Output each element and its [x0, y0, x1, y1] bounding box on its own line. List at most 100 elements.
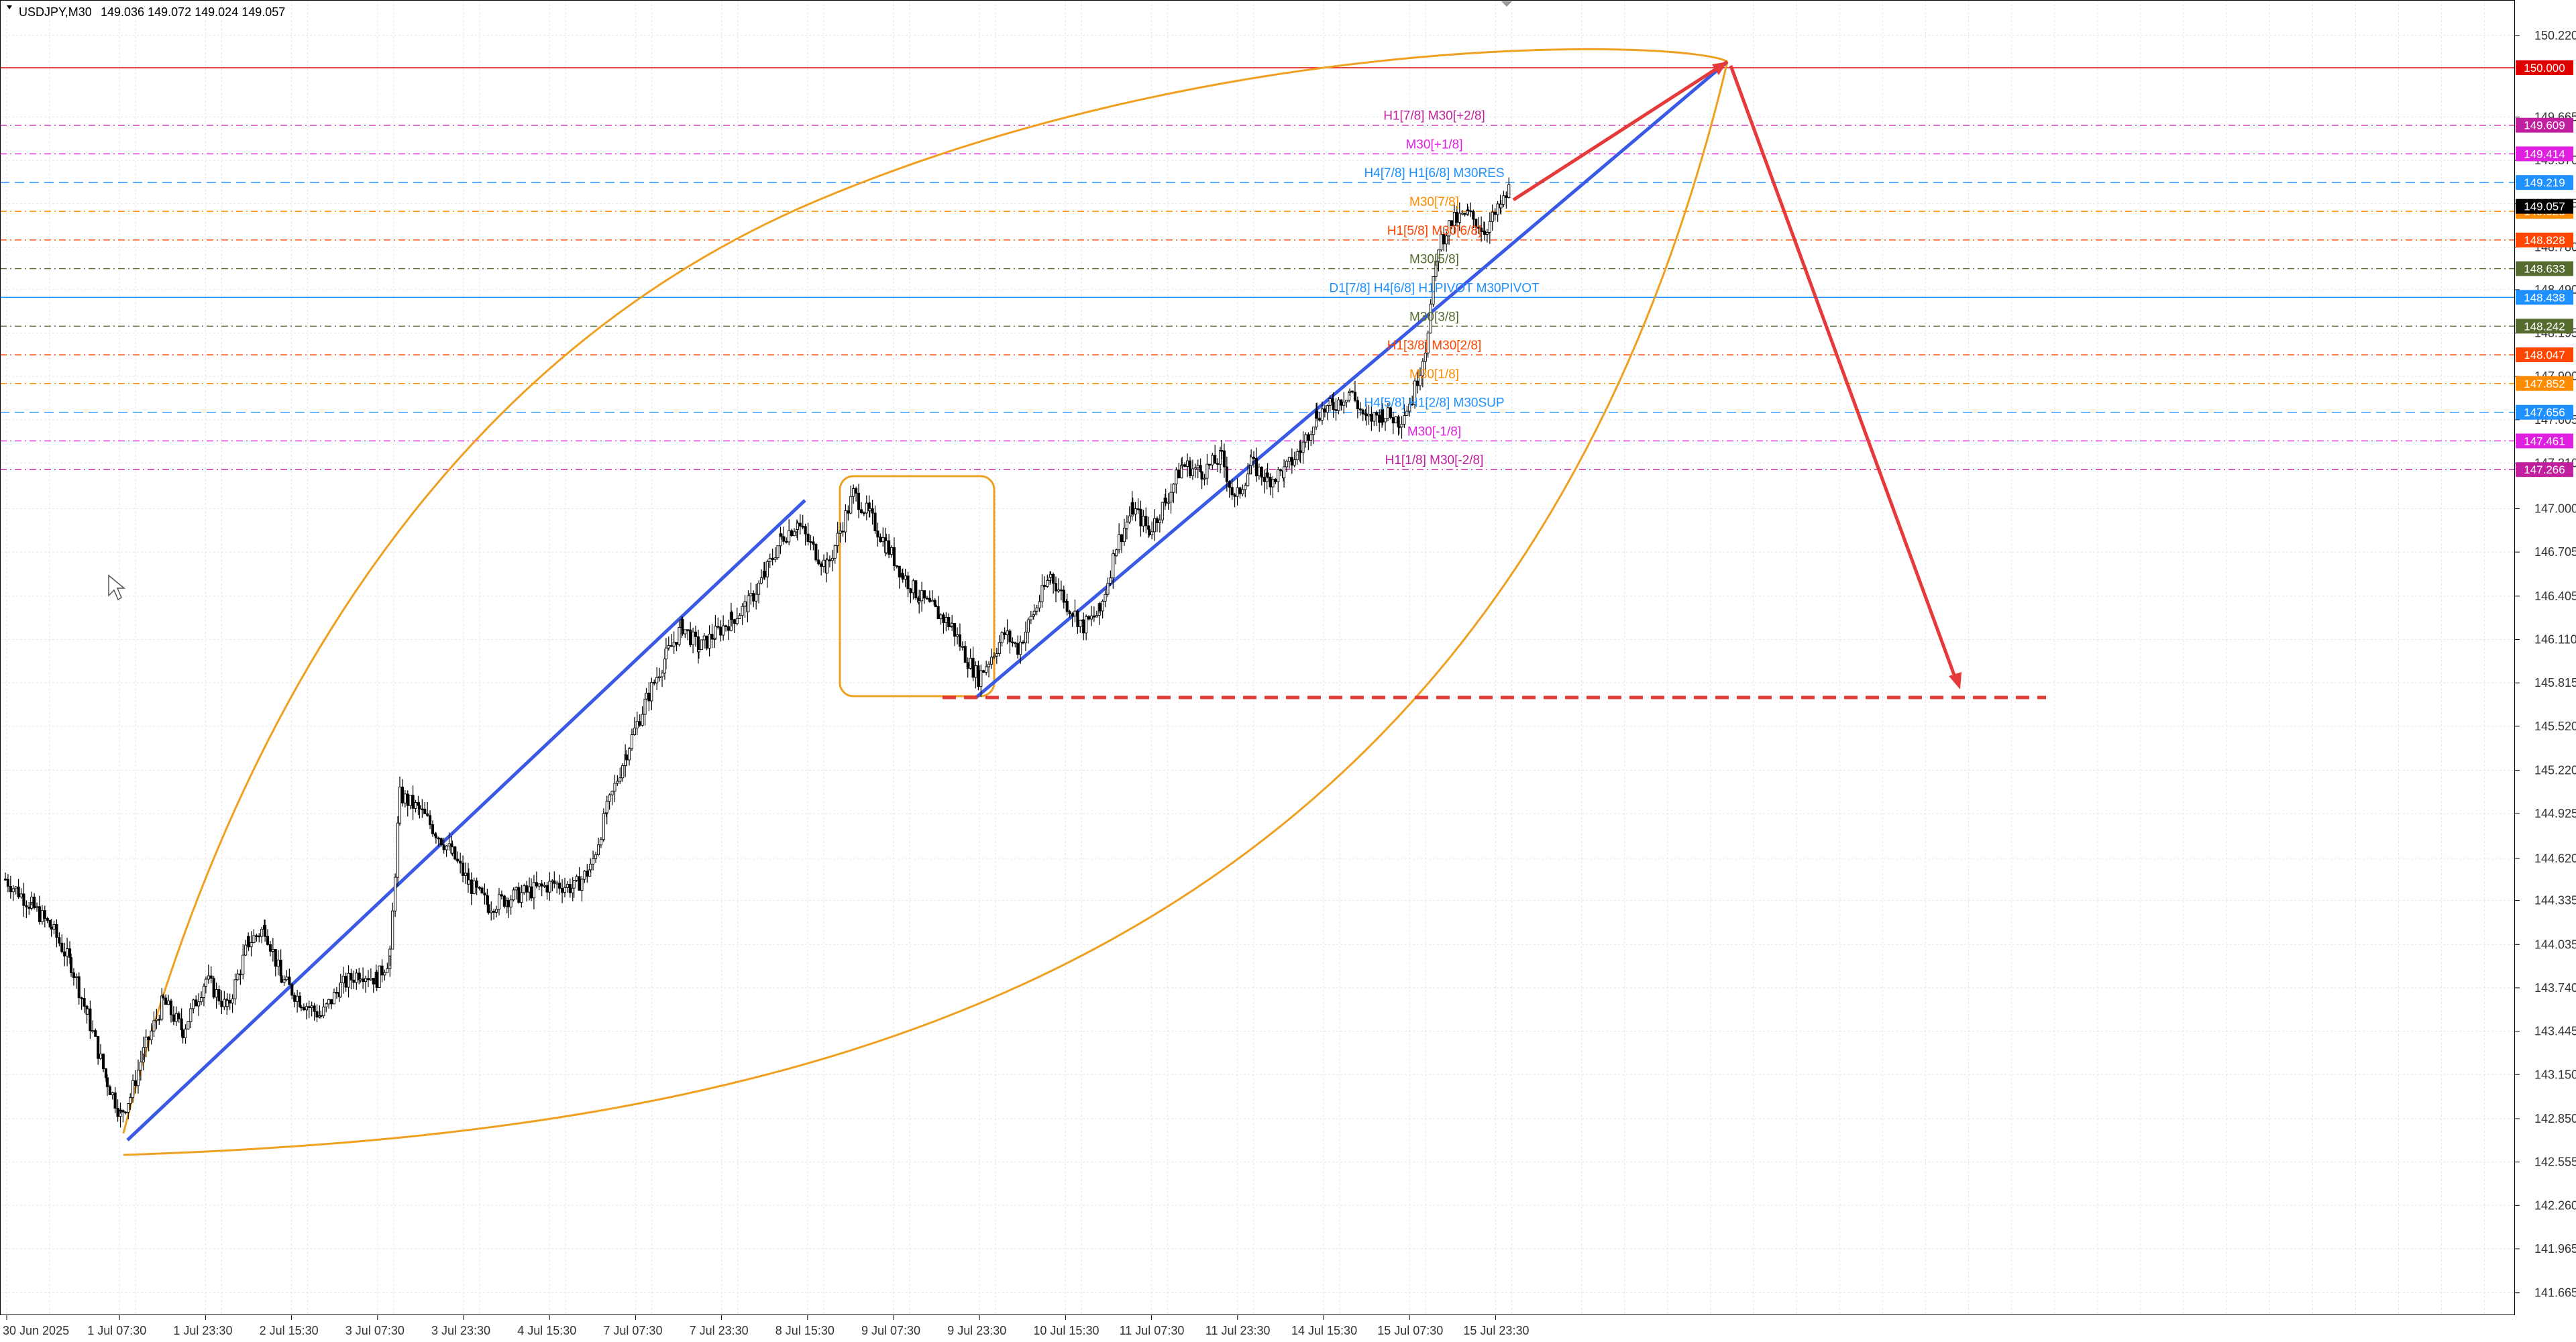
level-annotation: H4[7/8] H1[6/8] M30RES	[1364, 166, 1504, 180]
candle-body	[53, 924, 55, 929]
candle-body	[1087, 616, 1089, 619]
candle-body	[1197, 465, 1199, 468]
candle-body	[313, 1006, 315, 1011]
candle-body	[572, 888, 574, 893]
candle-body	[1057, 590, 1059, 591]
candle-body	[109, 1086, 111, 1095]
candle-body	[87, 1009, 89, 1014]
candle-body	[1321, 409, 1323, 421]
candle-body	[378, 966, 380, 987]
candle-body	[885, 541, 888, 553]
candle-body	[1219, 450, 1221, 464]
candle-body	[928, 598, 930, 602]
candle-body	[1424, 353, 1426, 361]
candle-body	[1379, 415, 1381, 423]
candle-body	[1167, 502, 1169, 504]
candle-body	[1467, 210, 1469, 211]
y-tick-label: 142.555	[2534, 1156, 2576, 1169]
candle-body	[1299, 451, 1301, 453]
level-annotation: D1[7/8] H4[6/8] H1PIVOT M30PIVOT	[1329, 281, 1540, 295]
candle-body	[50, 927, 52, 929]
candle-body	[1398, 427, 1400, 428]
candle-body	[431, 825, 433, 834]
candle-body	[869, 508, 871, 510]
candle-body	[750, 594, 752, 596]
candle-body	[948, 618, 950, 627]
candle-body	[741, 606, 743, 616]
candle-body	[1272, 479, 1274, 487]
candle-body	[239, 974, 241, 975]
candle-body	[847, 511, 849, 514]
candle-body	[1368, 414, 1370, 416]
candle-body	[1120, 535, 1122, 541]
candle-body	[9, 886, 11, 891]
candle-body	[1280, 469, 1282, 471]
x-tick-label: 11 Jul 07:30	[1120, 1324, 1185, 1337]
x-tick-label: 15 Jul 07:30	[1377, 1324, 1443, 1337]
candle-body	[328, 999, 330, 1004]
candle-body	[1316, 411, 1318, 418]
candle-body	[1247, 474, 1249, 486]
candle-body	[1060, 590, 1062, 591]
candle-body	[1470, 211, 1472, 212]
candle-body	[1145, 516, 1147, 526]
candle-body	[198, 1002, 200, 1006]
candle-body	[261, 930, 263, 936]
candle-body	[717, 626, 719, 628]
candle-body	[708, 634, 710, 649]
candle-body	[175, 1013, 177, 1021]
candle-body	[122, 1111, 124, 1112]
candle-body	[896, 565, 898, 567]
candle-body	[291, 985, 293, 995]
candle-body	[837, 533, 839, 546]
candle-body	[1293, 460, 1295, 465]
candle-body	[834, 546, 836, 559]
candle-body	[203, 986, 205, 997]
candle-body	[648, 693, 650, 701]
candle-body	[1085, 616, 1087, 633]
candle-body	[1104, 594, 1106, 601]
price-tag-label: 147.266	[2524, 463, 2565, 476]
candle-body	[1343, 402, 1345, 405]
candle-body	[1403, 415, 1405, 424]
candle-body	[1228, 482, 1230, 488]
candle-body	[1017, 643, 1019, 655]
candle-body	[1376, 412, 1378, 415]
candle-body	[692, 632, 694, 645]
candle-body	[409, 795, 411, 805]
candle-body	[1036, 608, 1038, 611]
candle-body	[1027, 620, 1029, 632]
x-tick-label: 8 Jul 15:30	[775, 1324, 835, 1337]
candle-body	[1346, 400, 1348, 402]
candle-body	[1329, 398, 1331, 405]
candle-body	[818, 560, 820, 564]
candle-body	[1365, 414, 1367, 416]
candle-body	[44, 911, 46, 919]
price-tag-label: 148.438	[2524, 291, 2565, 304]
candle-body	[1132, 502, 1134, 514]
candle-body	[594, 854, 596, 858]
candle-body	[581, 879, 583, 891]
candle-body	[639, 722, 641, 726]
candle-body	[68, 949, 70, 958]
x-tick-label: 15 Jul 23:30	[1463, 1324, 1529, 1337]
candle-body	[850, 496, 852, 513]
candle-body	[333, 992, 335, 1003]
candle-body	[714, 626, 716, 638]
candle-body	[234, 980, 236, 999]
candle-body	[1296, 451, 1298, 459]
candle-body	[1362, 410, 1364, 414]
candle-body	[412, 795, 414, 809]
candle-body	[888, 541, 890, 554]
candle-body	[1359, 409, 1361, 410]
candle-body	[931, 600, 933, 602]
x-tick-label: 1 Jul 07:30	[87, 1324, 146, 1337]
candle-body	[839, 531, 841, 533]
candle-body	[1255, 458, 1257, 476]
candle-body	[15, 887, 17, 889]
candle-body	[1165, 498, 1167, 504]
candle-body	[1170, 492, 1172, 502]
